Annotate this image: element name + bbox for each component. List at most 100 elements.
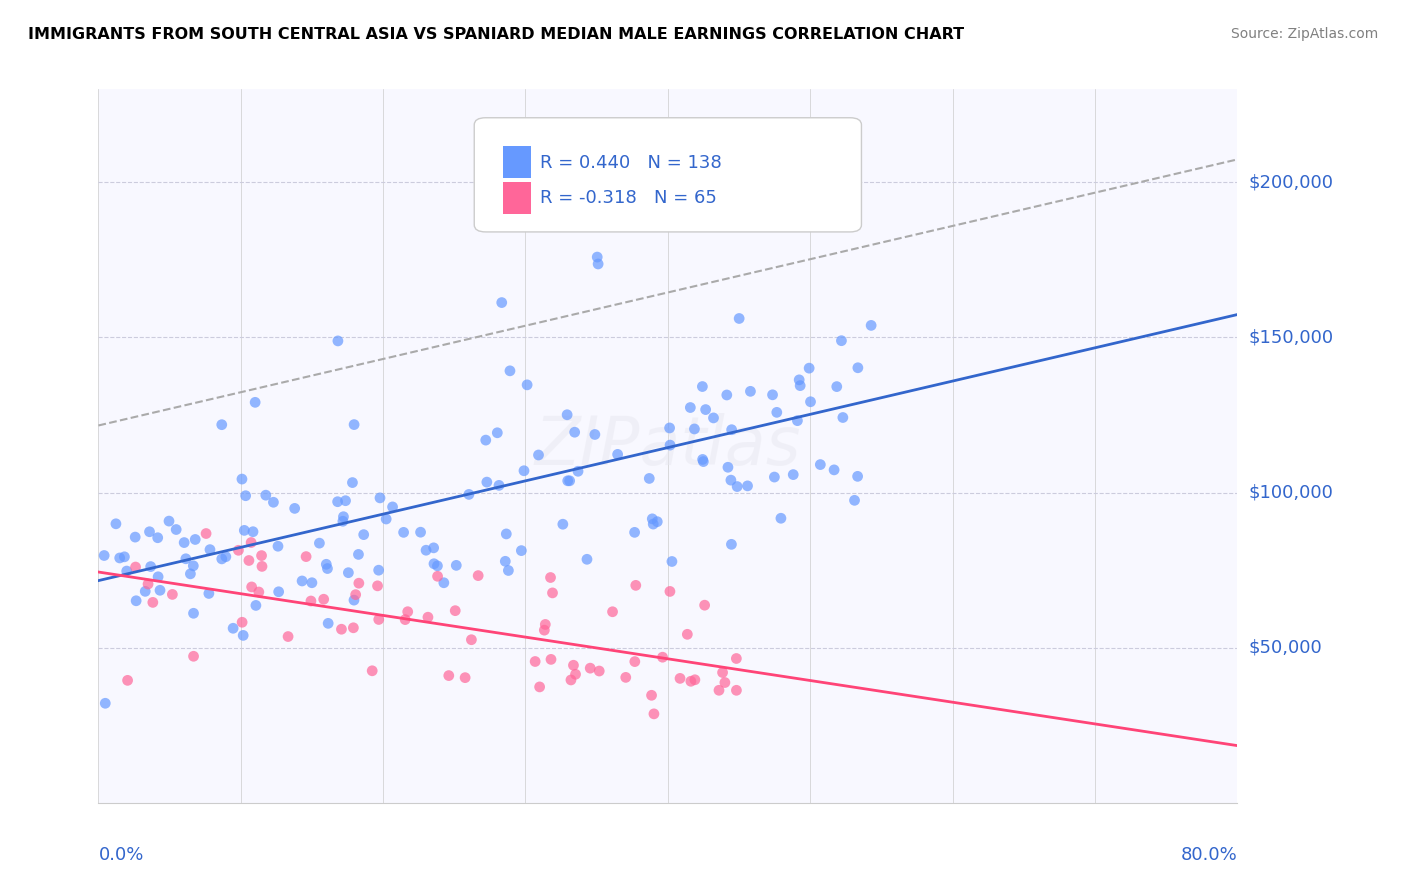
Point <box>860 318 883 333</box>
Point <box>825 379 848 393</box>
Point <box>499 364 522 378</box>
Point <box>516 377 538 392</box>
Point <box>467 568 489 582</box>
Point <box>707 683 730 698</box>
Point <box>679 674 702 689</box>
Point <box>510 543 533 558</box>
Point <box>149 583 172 598</box>
Point <box>326 334 349 348</box>
Point <box>567 464 589 478</box>
Text: R = 0.440   N = 138: R = 0.440 N = 138 <box>540 153 723 171</box>
Point <box>222 621 245 635</box>
Point <box>416 610 439 624</box>
Point <box>527 448 550 462</box>
Point <box>179 566 201 581</box>
Point <box>765 405 787 419</box>
Point <box>211 417 233 432</box>
Point <box>529 680 551 694</box>
Point <box>367 579 389 593</box>
Point <box>134 584 156 599</box>
Point <box>823 463 845 477</box>
Point <box>623 525 645 540</box>
Point <box>240 535 263 549</box>
Point <box>394 613 416 627</box>
Point <box>232 628 254 642</box>
Point <box>142 595 165 609</box>
Point <box>284 501 307 516</box>
Point <box>136 577 159 591</box>
Point <box>725 683 748 698</box>
Point <box>488 478 510 492</box>
Point <box>231 615 253 630</box>
Text: Source: ZipAtlas.com: Source: ZipAtlas.com <box>1230 27 1378 41</box>
Point <box>138 524 160 539</box>
Point <box>108 551 131 566</box>
Point <box>720 537 742 551</box>
Point <box>409 525 432 540</box>
Point <box>725 651 748 665</box>
Point <box>245 599 267 613</box>
Text: IMMIGRANTS FROM SOUTH CENTRAL ASIA VS SPANIARD MEDIAN MALE EARNINGS CORRELATION : IMMIGRANTS FROM SOUTH CENTRAL ASIA VS SP… <box>28 27 965 42</box>
Point <box>787 373 810 387</box>
Point <box>844 493 866 508</box>
Point <box>645 515 668 529</box>
Point <box>301 575 323 590</box>
Point <box>564 425 586 440</box>
Point <box>330 622 353 636</box>
Text: 0.0%: 0.0% <box>98 846 143 863</box>
Point <box>181 558 204 573</box>
FancyBboxPatch shape <box>503 182 531 214</box>
Point <box>540 570 562 584</box>
Point <box>337 566 360 580</box>
Point <box>782 467 804 482</box>
Point <box>426 558 449 573</box>
Point <box>658 584 681 599</box>
Point <box>495 527 517 541</box>
Point <box>661 554 683 568</box>
Point <box>267 584 290 599</box>
Point <box>846 360 869 375</box>
Point <box>332 514 354 528</box>
Point <box>295 549 318 564</box>
Point <box>769 511 792 525</box>
Point <box>533 623 555 637</box>
Point <box>830 334 852 348</box>
Point <box>676 627 699 641</box>
Point <box>513 464 536 478</box>
Point <box>475 475 498 489</box>
Point <box>740 384 762 399</box>
Point <box>392 525 415 540</box>
Point <box>575 552 598 566</box>
Point <box>799 394 821 409</box>
Point <box>344 588 367 602</box>
Point <box>423 557 446 571</box>
Point <box>669 672 692 686</box>
Point <box>714 675 737 690</box>
Point <box>651 650 673 665</box>
Point <box>335 493 357 508</box>
Point <box>94 696 117 710</box>
Point <box>586 250 609 264</box>
Point <box>375 512 398 526</box>
Point <box>262 495 284 509</box>
Point <box>558 474 581 488</box>
Point <box>243 395 266 409</box>
Point <box>316 561 339 575</box>
Point <box>173 535 195 549</box>
Point <box>342 475 364 490</box>
Point <box>534 617 557 632</box>
Point <box>184 533 207 547</box>
Point <box>235 489 257 503</box>
Point <box>233 524 256 538</box>
Text: $150,000: $150,000 <box>1249 328 1334 346</box>
Point <box>693 598 716 612</box>
Point <box>231 472 253 486</box>
Point <box>93 549 115 563</box>
Point <box>124 530 146 544</box>
Point <box>174 551 197 566</box>
Point <box>347 576 370 591</box>
Point <box>498 564 520 578</box>
Point <box>228 543 250 558</box>
Point <box>277 630 299 644</box>
Point <box>254 488 277 502</box>
